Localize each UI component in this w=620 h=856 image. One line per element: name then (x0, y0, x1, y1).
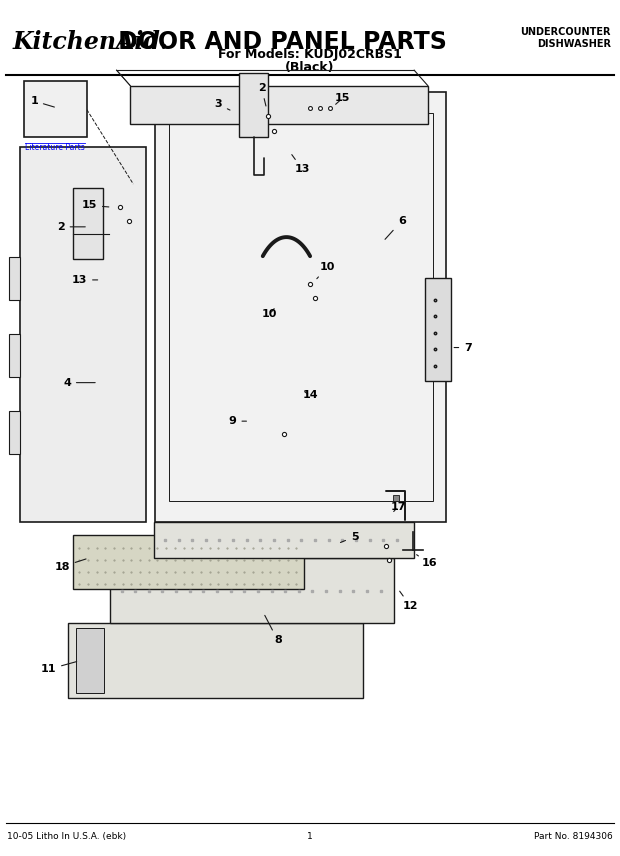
FancyBboxPatch shape (155, 92, 446, 522)
Text: eReplacementParts.com: eReplacementParts.com (208, 419, 412, 437)
FancyBboxPatch shape (154, 522, 414, 558)
Text: Part No. 8194306: Part No. 8194306 (534, 832, 613, 841)
Polygon shape (9, 334, 20, 377)
Text: 10: 10 (317, 262, 335, 279)
FancyBboxPatch shape (239, 73, 268, 137)
Text: 2: 2 (258, 83, 266, 106)
Text: 18: 18 (55, 559, 86, 572)
Text: 6: 6 (385, 216, 405, 240)
FancyBboxPatch shape (73, 535, 304, 589)
Text: 15: 15 (335, 93, 350, 104)
Text: For Models: KUDJ02CRBS1: For Models: KUDJ02CRBS1 (218, 48, 402, 61)
FancyBboxPatch shape (68, 623, 363, 698)
FancyBboxPatch shape (110, 558, 394, 623)
FancyBboxPatch shape (425, 278, 451, 381)
Text: 7: 7 (454, 342, 472, 353)
Text: 15: 15 (82, 200, 109, 211)
Polygon shape (9, 257, 20, 300)
Text: DISHWASHER: DISHWASHER (537, 39, 611, 50)
Text: 1: 1 (30, 96, 55, 107)
Text: 11: 11 (41, 662, 77, 675)
Text: 17: 17 (391, 502, 406, 512)
Text: (Black): (Black) (285, 61, 335, 74)
FancyBboxPatch shape (73, 188, 103, 259)
Text: DOOR AND PANEL PARTS: DOOR AND PANEL PARTS (110, 30, 447, 54)
FancyBboxPatch shape (24, 81, 87, 137)
Text: 3: 3 (215, 99, 230, 110)
Text: 14: 14 (302, 390, 318, 401)
Text: 13: 13 (72, 275, 98, 285)
Polygon shape (9, 411, 20, 454)
FancyBboxPatch shape (130, 86, 428, 124)
FancyBboxPatch shape (76, 628, 104, 693)
Text: 10-05 Litho In U.S.A. (ebk): 10-05 Litho In U.S.A. (ebk) (7, 832, 126, 841)
Text: 8: 8 (265, 615, 281, 645)
Text: UNDERCOUNTER: UNDERCOUNTER (520, 27, 611, 38)
Text: 10: 10 (262, 309, 277, 319)
FancyBboxPatch shape (20, 147, 146, 522)
Text: Literature Parts: Literature Parts (25, 143, 85, 152)
Text: 9: 9 (229, 416, 247, 426)
Text: 5: 5 (340, 532, 358, 543)
Text: 2: 2 (57, 222, 86, 232)
Text: 1: 1 (307, 832, 313, 841)
Text: 13: 13 (292, 155, 310, 175)
Text: KitchenAid.: KitchenAid. (12, 30, 169, 54)
Text: 12: 12 (400, 591, 418, 611)
Text: 4: 4 (63, 377, 95, 388)
Text: 16: 16 (417, 555, 437, 568)
